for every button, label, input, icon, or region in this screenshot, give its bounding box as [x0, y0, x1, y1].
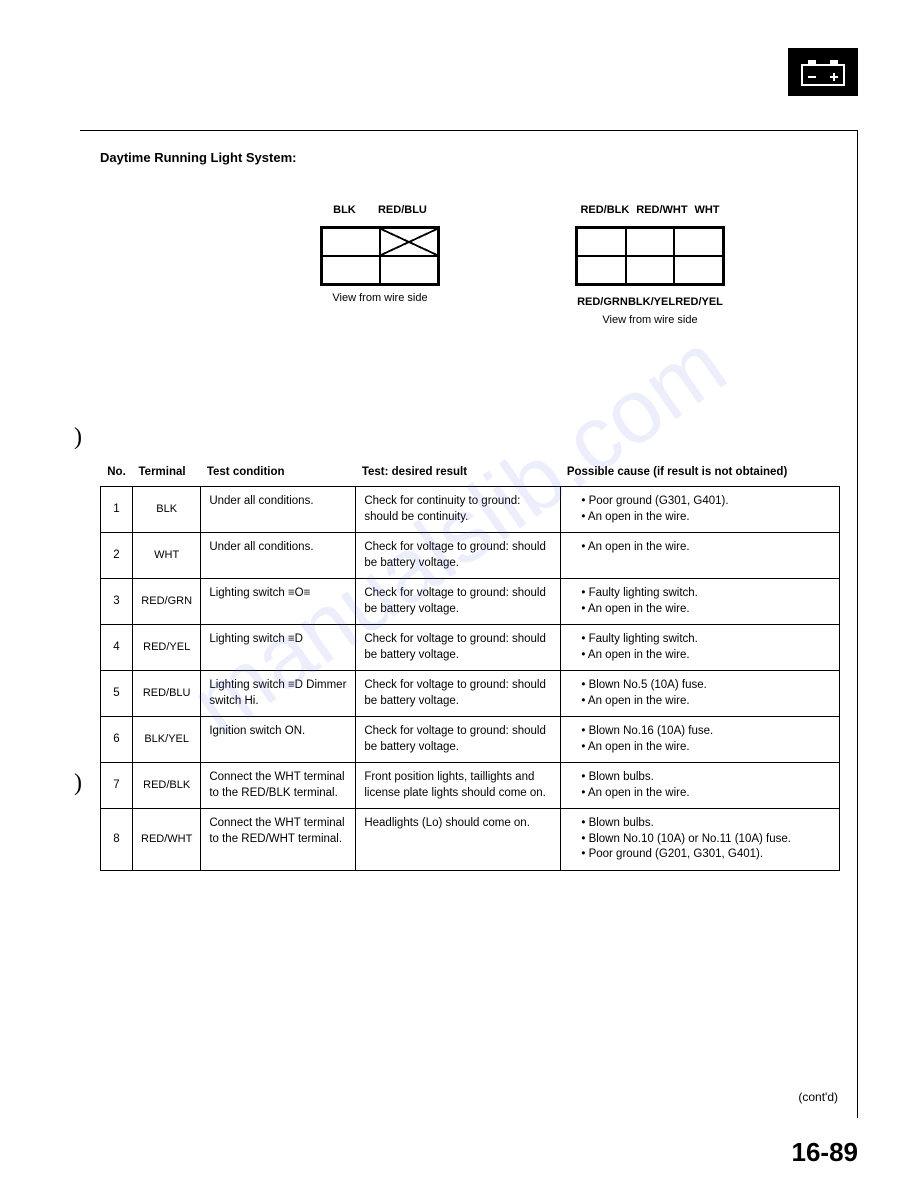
table-row: 1BLKUnder all conditions.Check for conti…	[101, 487, 840, 533]
table-row: 2WHTUnder all conditions.Check for volta…	[101, 533, 840, 579]
cause-item: Blown No.5 (10A) fuse.	[581, 678, 831, 694]
connector-2-caption: View from wire side	[530, 314, 770, 326]
cell-result: Headlights (Lo) should come on.	[356, 809, 561, 871]
cell-terminal: BLK/YEL	[133, 717, 201, 763]
page-number: 16-89	[792, 1137, 859, 1168]
cell-result: Check for voltage to ground: should be b…	[356, 533, 561, 579]
cell-result: Front position lights, taillights and li…	[356, 763, 561, 809]
cause-item: Blown No.10 (10A) or No.11 (10A) fuse.	[581, 832, 831, 848]
cell-no: 6	[101, 717, 133, 763]
cell-condition: Under all conditions.	[201, 487, 356, 533]
table-row: 8RED/WHTConnect the WHT terminal to the …	[101, 809, 840, 871]
cell-result: Check for voltage to ground: should be b…	[356, 579, 561, 625]
cell-terminal: BLK	[133, 487, 201, 533]
cell-causes: Faulty lighting switch.An open in the wi…	[561, 625, 840, 671]
conn1-label-1: RED/BLU	[378, 204, 427, 216]
cell-condition: Lighting switch ≡O≡	[201, 579, 356, 625]
cause-item: An open in the wire.	[581, 510, 831, 526]
cause-item: Faulty lighting switch.	[581, 632, 831, 648]
cell-no: 7	[101, 763, 133, 809]
cause-item: Faulty lighting switch.	[581, 586, 831, 602]
connector-2-top-labels: RED/BLK RED/WHT WHT	[577, 204, 723, 216]
paren-2: )	[74, 770, 82, 797]
cause-item: Poor ground (G201, G301, G401).	[581, 847, 831, 863]
conn2-t2: WHT	[694, 204, 719, 216]
cell-result: Check for voltage to ground: should be b…	[356, 717, 561, 763]
cause-item: Blown bulbs.	[581, 770, 831, 786]
connector-2: RED/BLK RED/WHT WHT RED/GRN BLK/YEL RED/…	[530, 200, 770, 326]
cell-condition: Connect the WHT terminal to the RED/BLK …	[201, 763, 356, 809]
cause-item: Poor ground (G301, G401).	[581, 494, 831, 510]
connector-1-xcell	[380, 228, 438, 256]
contd-label: (cont'd)	[798, 1090, 838, 1104]
th-no: No.	[101, 462, 133, 487]
th-cond: Test condition	[201, 462, 356, 487]
cell-causes: An open in the wire.	[561, 533, 840, 579]
cell-no: 1	[101, 487, 133, 533]
cell-no: 4	[101, 625, 133, 671]
conn2-b0: RED/GRN	[577, 296, 628, 308]
table-row: 3RED/GRNLighting switch ≡O≡Check for vol…	[101, 579, 840, 625]
cell-result: Check for continuity to ground: should b…	[356, 487, 561, 533]
table-row: 5RED/BLULighting switch ≡D Dimmer switch…	[101, 671, 840, 717]
cell-condition: Lighting switch ≡D Dimmer switch Hi.	[201, 671, 356, 717]
cell-terminal: RED/BLU	[133, 671, 201, 717]
cause-item: An open in the wire.	[581, 648, 831, 664]
cell-causes: Faulty lighting switch.An open in the wi…	[561, 579, 840, 625]
cell-terminal: RED/GRN	[133, 579, 201, 625]
cell-condition: Under all conditions.	[201, 533, 356, 579]
conn1-label-0: BLK	[333, 204, 356, 216]
cell-terminal: RED/BLK	[133, 763, 201, 809]
connector-2-bottom-labels: RED/GRN BLK/YEL RED/YEL	[577, 296, 723, 308]
cell-terminal: WHT	[133, 533, 201, 579]
connector-1: BLK RED/BLU View from wire side	[280, 200, 480, 304]
cause-item: Blown bulbs.	[581, 816, 831, 832]
table-row: 7RED/BLKConnect the WHT terminal to the …	[101, 763, 840, 809]
connector-diagrams: BLK RED/BLU View from wire side RED/BLK …	[250, 200, 800, 370]
battery-icon	[788, 48, 858, 96]
table-row: 6BLK/YELIgnition switch ON.Check for vol…	[101, 717, 840, 763]
cause-item: An open in the wire.	[581, 740, 831, 756]
connector-1-caption: View from wire side	[280, 292, 480, 304]
th-term: Terminal	[133, 462, 201, 487]
cell-terminal: RED/YEL	[133, 625, 201, 671]
cause-item: An open in the wire.	[581, 694, 831, 710]
conn2-b1: BLK/YEL	[628, 296, 675, 308]
cell-causes: Blown No.5 (10A) fuse.An open in the wir…	[561, 671, 840, 717]
cell-condition: Connect the WHT terminal to the RED/WHT …	[201, 809, 356, 871]
cell-causes: Blown bulbs.Blown No.10 (10A) or No.11 (…	[561, 809, 840, 871]
cell-condition: Ignition switch ON.	[201, 717, 356, 763]
connector-1-top-labels: BLK RED/BLU	[322, 204, 438, 216]
cell-no: 3	[101, 579, 133, 625]
conn2-t0: RED/BLK	[580, 204, 629, 216]
cell-terminal: RED/WHT	[133, 809, 201, 871]
table-header-row: No. Terminal Test condition Test: desire…	[101, 462, 840, 487]
test-table: No. Terminal Test condition Test: desire…	[100, 462, 840, 871]
cell-causes: Poor ground (G301, G401).An open in the …	[561, 487, 840, 533]
cell-causes: Blown No.16 (10A) fuse.An open in the wi…	[561, 717, 840, 763]
cause-item: An open in the wire.	[581, 786, 831, 802]
cell-causes: Blown bulbs.An open in the wire.	[561, 763, 840, 809]
th-res: Test: desired result	[356, 462, 561, 487]
cell-no: 5	[101, 671, 133, 717]
cell-no: 2	[101, 533, 133, 579]
cause-item: Blown No.16 (10A) fuse.	[581, 724, 831, 740]
cell-no: 8	[101, 809, 133, 871]
conn2-b2: RED/YEL	[675, 296, 723, 308]
paren-1: )	[74, 424, 82, 451]
cause-item: An open in the wire.	[581, 540, 831, 556]
page-title: Daytime Running Light System:	[100, 150, 296, 165]
cause-item: An open in the wire.	[581, 602, 831, 618]
cell-result: Check for voltage to ground: should be b…	[356, 671, 561, 717]
th-cause: Possible cause (if result is not obtaine…	[561, 462, 840, 487]
conn2-t1: RED/WHT	[636, 204, 687, 216]
cell-result: Check for voltage to ground: should be b…	[356, 625, 561, 671]
table-row: 4RED/YELLighting switch ≡DCheck for volt…	[101, 625, 840, 671]
cell-condition: Lighting switch ≡D	[201, 625, 356, 671]
